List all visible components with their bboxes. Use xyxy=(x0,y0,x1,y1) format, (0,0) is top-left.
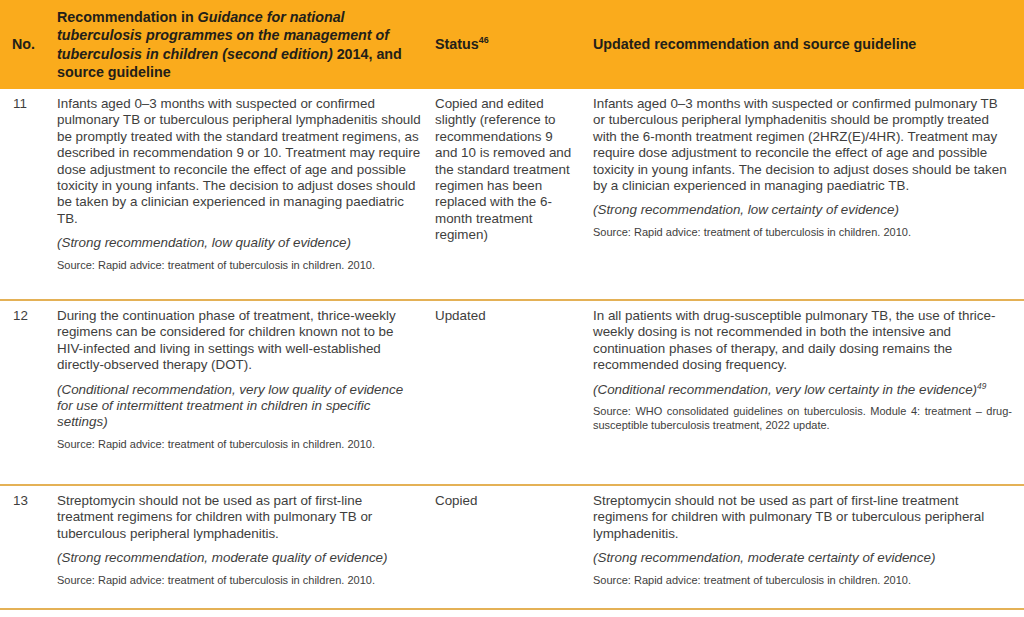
row-number: 11 xyxy=(0,89,57,299)
updated-note-text: (Strong recommendation, low certainty of… xyxy=(593,202,899,217)
recommendation-strength-note: (Strong recommendation, low quality of e… xyxy=(57,235,421,251)
updated-recommendation-cell: Streptomycin should not be used as part … xyxy=(593,486,1024,608)
table-row: 12 During the continuation phase of trea… xyxy=(0,301,1024,486)
recommendation-2014-cell: Infants aged 0–3 months with suspected o… xyxy=(57,89,435,299)
recommendation-text: Infants aged 0–3 months with suspected o… xyxy=(57,96,421,227)
updated-recommendation-cell: Infants aged 0–3 months with suspected o… xyxy=(593,89,1024,299)
recommendation-source: Source: Rapid advice: treatment of tuber… xyxy=(57,438,421,452)
updated-source: Source: Rapid advice: treatment of tuber… xyxy=(593,574,1012,588)
recommendation-text: Streptomycin should not be used as part … xyxy=(57,493,421,542)
status-cell: Copied and edited slightly (reference to… xyxy=(435,89,593,299)
updated-strength-note: (Conditional recommendation, very low ce… xyxy=(593,382,1012,398)
header-col-updated: Updated recommendation and source guidel… xyxy=(593,29,1024,60)
header-status-footnote: 46 xyxy=(479,35,489,45)
recommendation-source: Source: Rapid advice: treatment of tuber… xyxy=(57,259,421,273)
updated-source: Source: Rapid advice: treatment of tuber… xyxy=(593,226,1012,240)
table-header-row: No. Recommendation in Guidance for natio… xyxy=(0,0,1024,89)
recommendation-2014-cell: During the continuation phase of treatme… xyxy=(57,301,435,484)
row-number: 12 xyxy=(0,301,57,484)
table-row: 11 Infants aged 0–3 months with suspecte… xyxy=(0,89,1024,301)
header-status-label: Status xyxy=(435,36,479,52)
status-cell: Copied xyxy=(435,486,593,608)
updated-strength-note: (Strong recommendation, moderate certain… xyxy=(593,550,1012,566)
updated-text: In all patients with drug-susceptible pu… xyxy=(593,308,1012,374)
updated-text: Infants aged 0–3 months with suspected o… xyxy=(593,96,1012,194)
updated-strength-note: (Strong recommendation, low certainty of… xyxy=(593,202,1012,218)
updated-text: Streptomycin should not be used as part … xyxy=(593,493,1012,542)
updated-note-footnote: 49 xyxy=(977,380,986,390)
recommendation-strength-note: (Strong recommendation, moderate quality… xyxy=(57,550,421,566)
recommendation-strength-note: (Conditional recommendation, very low qu… xyxy=(57,382,421,431)
header-col-status: Status46 xyxy=(435,29,593,60)
row-number: 13 xyxy=(0,486,57,608)
header-col-recommendation: Recommendation in Guidance for national … xyxy=(57,2,435,88)
recommendation-text: During the continuation phase of treatme… xyxy=(57,308,421,374)
updated-source: Source: WHO consolidated guidelines on t… xyxy=(593,405,1012,432)
recommendation-source: Source: Rapid advice: treatment of tuber… xyxy=(57,574,421,588)
recommendations-table-page: No. Recommendation in Guidance for natio… xyxy=(0,0,1024,617)
updated-note-text: (Conditional recommendation, very low ce… xyxy=(593,382,977,397)
status-cell: Updated xyxy=(435,301,593,484)
table-row: 13 Streptomycin should not be used as pa… xyxy=(0,486,1024,610)
header-rec-prefix: Recommendation in xyxy=(57,9,198,25)
updated-note-text: (Strong recommendation, moderate certain… xyxy=(593,550,935,565)
recommendation-2014-cell: Streptomycin should not be used as part … xyxy=(57,486,435,608)
header-col-no: No. xyxy=(0,29,57,60)
updated-recommendation-cell: In all patients with drug-susceptible pu… xyxy=(593,301,1024,484)
